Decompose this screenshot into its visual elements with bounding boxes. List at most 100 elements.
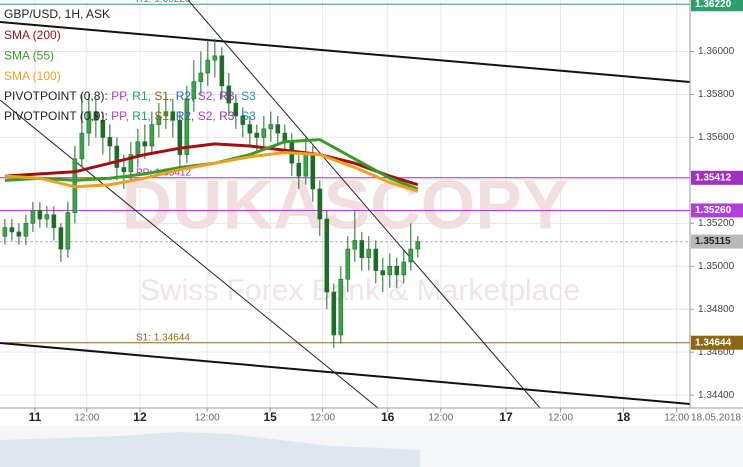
candle-body [149, 124, 155, 147]
legend-entry: SMA (100) [4, 69, 61, 83]
x-tick-label: 16 [381, 410, 395, 424]
pivot-legend-item: S1, [154, 109, 172, 123]
watermark-subtitle: Swiss Forex Bank & Marketplace [140, 274, 580, 307]
candle-body [310, 154, 316, 190]
candle-body [142, 141, 148, 147]
trend-line [0, 99, 379, 408]
candle-body [261, 128, 267, 138]
watermark: DUKASCOPY [121, 165, 568, 243]
y-tick-label: 1.34800 [698, 304, 735, 315]
x-tick-label: 15 [263, 410, 277, 424]
trend-line [187, 0, 541, 408]
price-tag-label: 1.36220 [695, 0, 732, 10]
candle-body [240, 115, 246, 125]
price-tag-label: 1.34644 [695, 337, 732, 348]
x-tick-label: 12:00 [195, 413, 220, 424]
x-tick-label: 12:00 [664, 413, 689, 424]
x-tick-label: 12:00 [548, 413, 573, 424]
candle-body [359, 240, 365, 258]
pivot-legend-item: PP, [111, 109, 129, 123]
candle-body [296, 162, 302, 177]
candle-body [268, 124, 274, 130]
candle-body [2, 227, 8, 237]
candle-body [317, 188, 323, 220]
legend: GBP/USD, 1H, ASK SMA (200) SMA (55) SMA (1… [4, 7, 256, 123]
pivot-legend-item: R2, [176, 89, 195, 103]
trend-line [0, 21, 690, 83]
candle-body [184, 98, 190, 155]
pivot-legend-item: S3 [241, 89, 256, 103]
x-tick-label: 12 [133, 410, 147, 424]
candle-body [30, 210, 36, 224]
candle-body [387, 265, 393, 276]
x-tick-label: 17 [499, 410, 513, 424]
candle-body [156, 115, 162, 125]
candle-body [198, 72, 204, 82]
pivot-legend-item: R3, [219, 109, 238, 123]
y-tick-label: 1.34400 [698, 390, 735, 401]
navigator-area [0, 432, 420, 467]
candle-body [128, 154, 134, 173]
y-tick-label: 1.35200 [698, 218, 735, 229]
candle-body [37, 210, 43, 220]
price-tag [691, 335, 743, 350]
pivot-legend-item: R1, [132, 89, 151, 103]
candle-body [254, 132, 260, 138]
price-tag-label: 1.35412 [695, 172, 732, 183]
trend-line [0, 342, 690, 405]
pivot-legend-item: S2, [198, 89, 216, 103]
candle-body [44, 214, 50, 220]
candle-body [275, 124, 281, 134]
price-tag [691, 170, 743, 185]
level-text: R1: 1.36220 [136, 0, 191, 5]
candle-body [86, 111, 92, 134]
legend-entry: SMA (200) [4, 28, 61, 42]
candle-body [366, 248, 372, 258]
y-tick-label: 1.35800 [698, 89, 735, 100]
y-tick-label: 1.35600 [698, 132, 735, 143]
price-tag [691, 203, 743, 218]
candle-body [233, 102, 239, 117]
candle-body [58, 227, 64, 250]
y-tick-label: 1.36000 [698, 46, 735, 57]
pivot-legend: PIVOTPOINT (0,8): PP, R1, S1, R2, S2, R3… [4, 89, 256, 103]
price-tag [691, 0, 743, 12]
candle-body [226, 85, 232, 104]
candle-body [380, 270, 386, 276]
date-label: 18.05.2018 [691, 413, 741, 424]
candle-body [394, 265, 400, 276]
candle-body [415, 241, 421, 250]
pivot-legend-item: PIVOTPOINT (0,8): [4, 89, 108, 103]
candle-body [121, 167, 127, 173]
candle-body [79, 132, 85, 160]
candle-body [247, 124, 253, 134]
y-tick-label: 1.35000 [698, 261, 735, 272]
level-text: S1: 1.34644 [136, 332, 190, 343]
pivot-legend-item: R1, [132, 109, 151, 123]
grid [0, 0, 690, 408]
candle-body [135, 141, 141, 155]
candle-body [303, 154, 309, 177]
pivot-legend-item: PP, [111, 89, 129, 103]
plot-area [0, 0, 690, 408]
pivot-legend-item: R3, [219, 89, 238, 103]
x-tick-label: 12:00 [310, 413, 335, 424]
candle-body [107, 137, 113, 147]
candle-body [170, 111, 176, 121]
x-tick-label: 18 [617, 410, 631, 424]
candle-body [338, 278, 344, 336]
x-tick-label: 12:00 [428, 413, 453, 424]
legend-entry: SMA (55) [4, 49, 54, 63]
x-tick-label: 11 [29, 410, 42, 424]
candle-body [177, 119, 183, 155]
candle-body [163, 111, 169, 117]
candle-body [51, 214, 57, 228]
candle-body [408, 248, 414, 263]
candle-body [65, 212, 71, 250]
price-tag-label: 1.35260 [695, 205, 732, 216]
chart-title: GBP/USD, 1H, ASK [4, 7, 110, 21]
y-tick-label: 1.34600 [698, 347, 735, 358]
price-tag-label: 1.35115 [695, 236, 731, 247]
